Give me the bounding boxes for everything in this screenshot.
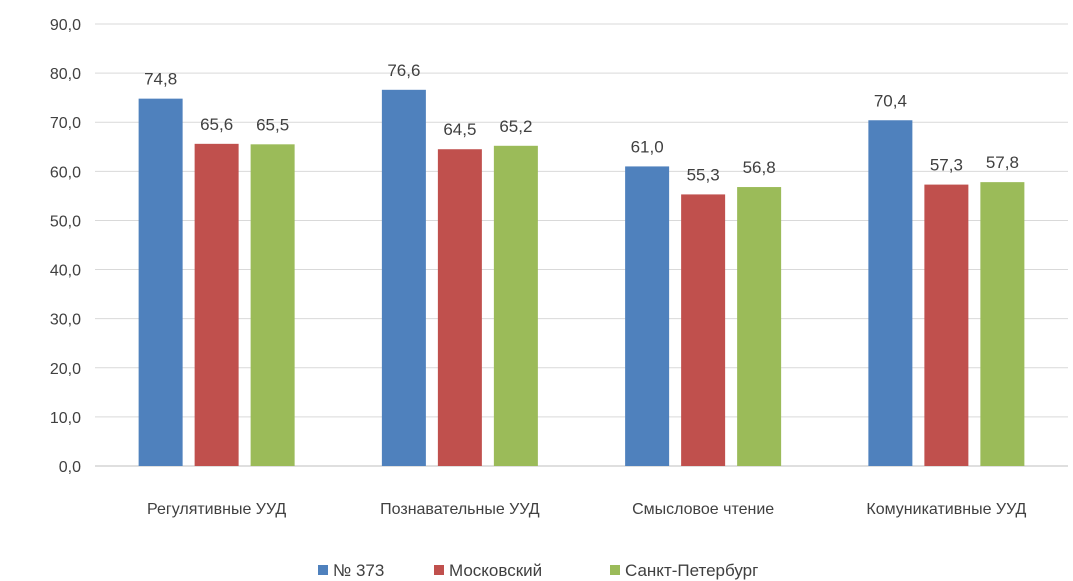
data-labels: 74,8 65,6 65,5 76,6 64,5 65,2 61,0 55,3 56,8 70,4… xyxy=(144,61,1019,185)
data-label: 64,5 xyxy=(443,120,476,139)
bar xyxy=(138,98,183,466)
bar xyxy=(493,145,538,466)
y-tick-label: 60,0 xyxy=(50,164,81,181)
category-label: Регулятивные УУД xyxy=(147,501,286,518)
bar xyxy=(437,149,482,466)
y-tick-label: 20,0 xyxy=(50,361,81,378)
y-tick-label: 30,0 xyxy=(50,312,81,329)
x-axis: Регулятивные УУД Познавательные УУД Смысло… xyxy=(147,501,1027,518)
data-label: 56,8 xyxy=(743,158,776,177)
y-tick-label: 10,0 xyxy=(50,410,81,427)
category-label: Комуникативные УУД xyxy=(866,501,1026,518)
y-tick-label: 80,0 xyxy=(50,66,81,83)
bar xyxy=(924,184,969,467)
bar xyxy=(381,89,426,466)
legend-swatch xyxy=(610,565,620,575)
bar xyxy=(625,166,670,466)
category-label: Смысловое чтение xyxy=(632,501,774,518)
legend: № 373 Московский Санкт-Петербург xyxy=(318,561,758,580)
data-label: 70,4 xyxy=(874,91,907,110)
bar xyxy=(737,187,782,466)
y-tick-label: 50,0 xyxy=(50,213,81,230)
legend-label: № 373 xyxy=(333,561,384,580)
data-label: 76,6 xyxy=(387,61,420,80)
data-label: 65,5 xyxy=(256,115,289,134)
legend-label: Санкт-Петербург xyxy=(625,561,758,580)
data-label: 57,3 xyxy=(930,156,963,175)
data-label: 61,0 xyxy=(631,137,664,156)
data-label: 74,8 xyxy=(144,70,177,89)
bars xyxy=(138,89,1025,467)
data-label: 57,8 xyxy=(986,153,1019,172)
legend-swatch xyxy=(318,565,328,575)
bar xyxy=(980,182,1025,467)
category-label: Познавательные УУД xyxy=(380,501,540,518)
legend-label: Московский xyxy=(449,561,542,580)
legend-swatch xyxy=(434,565,444,575)
bar xyxy=(681,194,726,466)
y-tick-label: 70,0 xyxy=(50,115,81,132)
y-tick-label: 90,0 xyxy=(50,17,81,34)
data-label: 65,2 xyxy=(499,117,532,136)
y-tick-label: 40,0 xyxy=(50,263,81,280)
bar xyxy=(250,144,295,467)
data-label: 65,6 xyxy=(200,115,233,134)
bar xyxy=(194,143,239,466)
gridlines xyxy=(95,23,1068,467)
bar xyxy=(868,120,913,466)
data-label: 55,3 xyxy=(687,165,720,184)
y-tick-label: 0,0 xyxy=(59,459,81,476)
y-axis: 0,0 10,0 20,0 30,0 40,0 50,0 60,0 70,0 80,0 90,0 xyxy=(50,17,1068,476)
